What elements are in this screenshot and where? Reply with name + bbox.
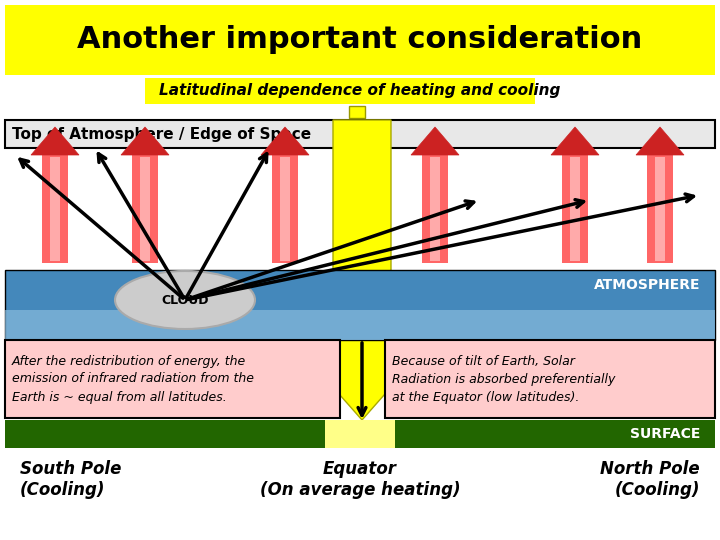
FancyBboxPatch shape (5, 120, 715, 148)
FancyBboxPatch shape (570, 157, 580, 261)
FancyBboxPatch shape (358, 120, 368, 290)
Text: After the redistribution of energy, the
emission of infrared radiation from the
: After the redistribution of energy, the … (12, 354, 254, 403)
Text: CLOUD: CLOUD (161, 294, 209, 307)
Text: Equator
(On average heating): Equator (On average heating) (260, 460, 460, 499)
FancyBboxPatch shape (430, 157, 440, 261)
Text: Latitudinal dependence of heating and cooling: Latitudinal dependence of heating and co… (159, 84, 561, 98)
FancyBboxPatch shape (5, 5, 715, 75)
FancyBboxPatch shape (5, 420, 715, 448)
FancyBboxPatch shape (655, 157, 665, 261)
FancyBboxPatch shape (647, 155, 673, 263)
FancyBboxPatch shape (280, 157, 290, 261)
FancyBboxPatch shape (385, 340, 715, 418)
Polygon shape (636, 127, 684, 155)
Text: South Pole
(Cooling): South Pole (Cooling) (20, 460, 122, 499)
FancyBboxPatch shape (272, 155, 298, 263)
Polygon shape (309, 120, 415, 420)
Text: ATMOSPHERE: ATMOSPHERE (593, 278, 700, 292)
FancyBboxPatch shape (5, 340, 340, 418)
Polygon shape (31, 127, 79, 155)
Text: Because of tilt of Earth, Solar
Radiation is absorbed preferentially
at the Equa: Because of tilt of Earth, Solar Radiatio… (392, 354, 616, 403)
FancyBboxPatch shape (325, 420, 395, 448)
Text: Top of Atmosphere / Edge of Space: Top of Atmosphere / Edge of Space (12, 126, 311, 141)
Ellipse shape (115, 271, 255, 329)
Text: SURFACE: SURFACE (629, 427, 700, 441)
FancyBboxPatch shape (50, 157, 60, 261)
FancyBboxPatch shape (145, 78, 535, 104)
Polygon shape (121, 127, 169, 155)
FancyBboxPatch shape (562, 155, 588, 263)
FancyBboxPatch shape (374, 120, 384, 290)
FancyBboxPatch shape (422, 155, 448, 263)
Polygon shape (551, 127, 599, 155)
FancyBboxPatch shape (342, 120, 352, 290)
FancyBboxPatch shape (5, 310, 715, 340)
Polygon shape (411, 127, 459, 155)
Text: Another important consideration: Another important consideration (77, 25, 643, 55)
FancyBboxPatch shape (5, 270, 715, 340)
FancyBboxPatch shape (140, 157, 150, 261)
FancyBboxPatch shape (132, 155, 158, 263)
FancyBboxPatch shape (349, 106, 365, 118)
FancyBboxPatch shape (42, 155, 68, 263)
Text: North Pole
(Cooling): North Pole (Cooling) (600, 460, 700, 499)
Polygon shape (261, 127, 309, 155)
